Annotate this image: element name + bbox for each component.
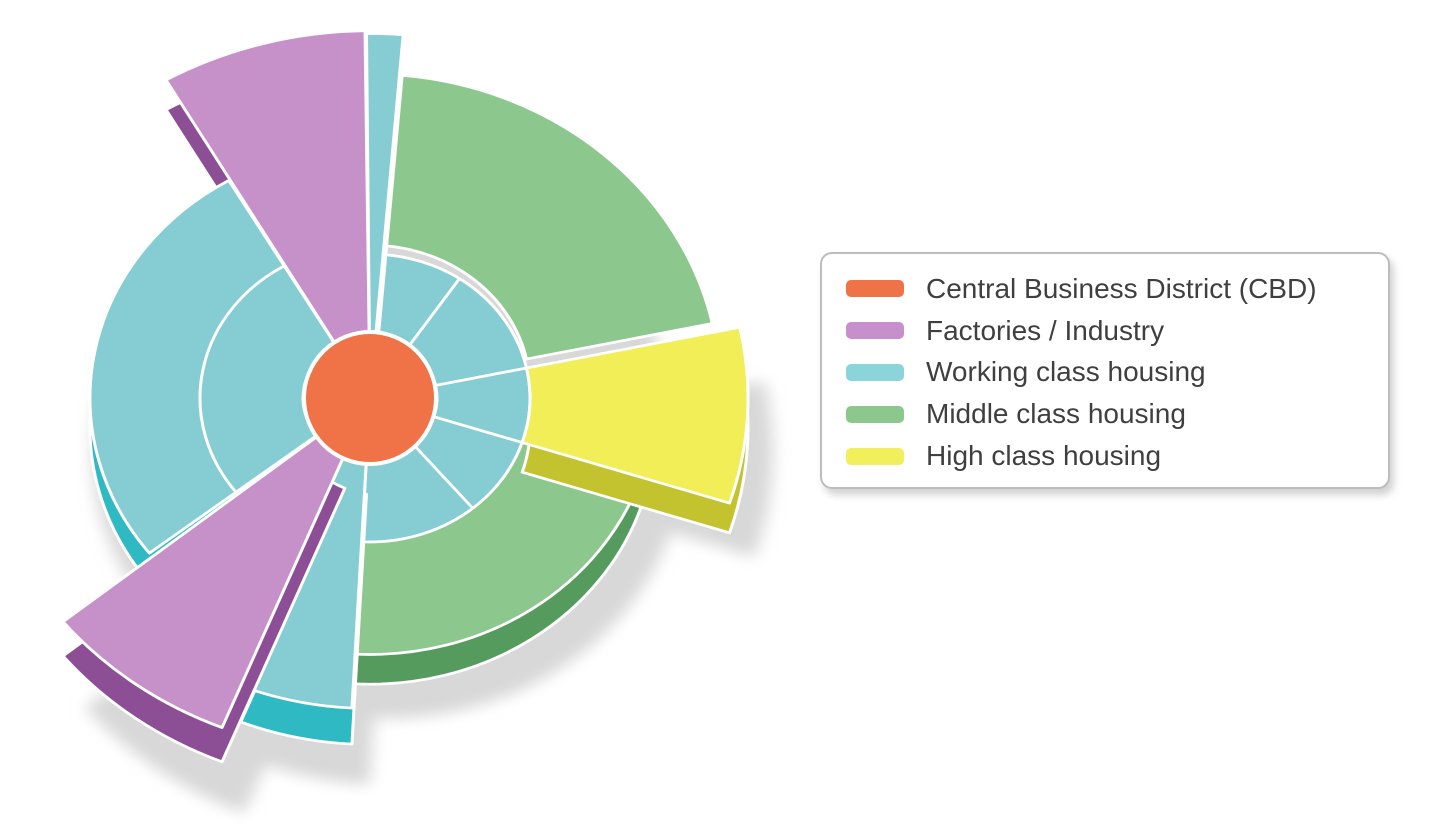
sector-factories-upper (164, 29, 371, 377)
legend-item-label: Working class housing (926, 356, 1206, 388)
legend-item-label: Central Business District (CBD) (926, 272, 1317, 304)
sector-middle-class-upper-right-divider (406, 277, 461, 349)
sector-high-class-face (520, 325, 750, 505)
legend-item: Central Business District (CBD) (846, 268, 1378, 310)
sector-middle-class-lower-right (353, 415, 643, 686)
sector-middle-class-upper-right (374, 73, 714, 387)
sector-middle-class-upper-right-face (383, 73, 714, 361)
legend-item-label: High class housing (926, 440, 1162, 472)
legend-swatch-high (846, 447, 904, 465)
legend-item-label: Factories / Industry (926, 314, 1165, 346)
legend-swatch-middle (846, 405, 904, 423)
legend-item: Factories / Industry (846, 310, 1378, 352)
sector-middle-class-lower-right-face (353, 441, 643, 656)
legend-item: Working class housing (846, 352, 1378, 394)
legend-item-label: Middle class housing (926, 398, 1186, 430)
sector-working-class-left-ring-divider (198, 264, 285, 494)
legend-swatch-factories (846, 322, 904, 340)
sector-high-class (432, 325, 750, 535)
legend: Central Business District (CBD) Factories… (820, 252, 1390, 489)
legend-item: Middle class housing (846, 393, 1378, 435)
sector-factories-lower (61, 434, 347, 764)
legend-swatch-working (846, 363, 904, 381)
legend-item: High class housing (846, 435, 1378, 477)
legend-swatch-cbd (846, 280, 904, 298)
sector-middle-class-lower-right-divider (411, 443, 474, 510)
cbd-core (302, 330, 438, 466)
